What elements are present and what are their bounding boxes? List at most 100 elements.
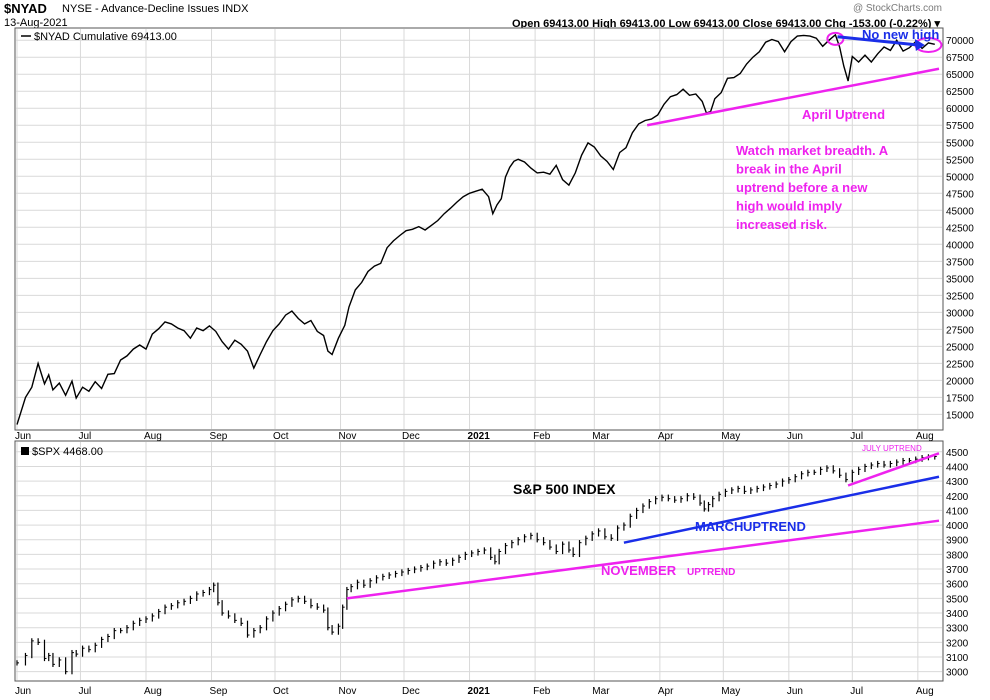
march-label: MARCH	[695, 519, 743, 534]
annotations: $NYAD Cumulative 69413.00 $SPX 4468.00 Apr…	[21, 27, 943, 600]
nyad-y-tick-label: 40000	[946, 240, 974, 251]
spx-y-tick-label: 3100	[946, 653, 969, 664]
x-tick-label: 2021	[468, 431, 491, 442]
x-tick-label: Oct	[273, 431, 289, 442]
spx-y-tick-label: 3900	[946, 536, 969, 547]
nyad-y-tick-label: 52500	[946, 155, 974, 166]
november-label: NOVEMBER	[601, 563, 677, 578]
no-new-high-arrowhead	[914, 38, 925, 51]
nyad-y-tick-label: 62500	[946, 87, 974, 98]
nyad-y-tick-label: 67500	[946, 53, 974, 64]
ohlc-readout: Open 69413.00 High 69413.00 Low 69413.00…	[511, 18, 940, 30]
nyad-y-tick-label: 30000	[946, 308, 974, 319]
april-uptrend-label: April Uptrend	[802, 107, 885, 122]
x-tick-label: Jun	[15, 686, 31, 697]
spx-plot	[16, 453, 937, 675]
nyad-y-tick-label: 70000	[946, 36, 974, 47]
x-tick-label: Nov	[339, 431, 357, 442]
breadth-note-line: increased risk.	[736, 217, 827, 232]
x-tick-label: Sep	[210, 431, 228, 442]
spx-y-tick-label: 3500	[946, 594, 969, 605]
breadth-note-line: high would imply	[736, 199, 843, 214]
nyad-legend: $NYAD Cumulative 69413.00	[34, 31, 177, 43]
nyad-y-tick-label: 57500	[946, 121, 974, 132]
nyad-y-tick-label: 37500	[946, 257, 974, 268]
x-tick-label: Jul	[850, 686, 863, 697]
symbol-title: $NYAD	[4, 1, 47, 16]
nyad-y-tick-label: 65000	[946, 70, 974, 81]
x-tick-label: Aug	[916, 686, 934, 697]
x-tick-label: Mar	[592, 431, 610, 442]
nyad-y-tick-label: 55000	[946, 138, 974, 149]
april-uptrend-line	[646, 67, 940, 127]
x-tick-label: Mar	[592, 686, 610, 697]
july-uptrend-label: JULY UPTREND	[862, 444, 922, 453]
x-tick-label: Jul	[850, 431, 863, 442]
nyad-gridlines	[16, 29, 942, 429]
march-uptrend-label: UPTREND	[743, 519, 806, 534]
spx-legend-swatch	[21, 447, 29, 455]
spx-panel-frame	[14, 440, 944, 682]
x-tick-label: Dec	[402, 686, 420, 697]
november-uptrend-line	[346, 519, 940, 600]
nyad-y-tick-label: 25000	[946, 342, 974, 353]
x-tick-label: 2021	[468, 686, 491, 697]
x-tick-label: Aug	[144, 686, 162, 697]
x-tick-label: Oct	[273, 686, 289, 697]
spx-y-tick-label: 3300	[946, 624, 969, 635]
spx-gridlines	[16, 442, 942, 680]
x-tick-label: Jun	[787, 431, 803, 442]
spx-y-tick-label: 3200	[946, 638, 969, 649]
nyad-y-tick-label: 20000	[946, 376, 974, 387]
watermark: @ StockCharts.com	[852, 3, 942, 14]
spx-y-tick-label: 4200	[946, 492, 969, 503]
spx-y-tick-label: 4100	[946, 506, 969, 517]
chart-header: $NYAD NYSE - Advance-Decline Issues INDX…	[0, 0, 990, 32]
nyad-series-line	[16, 33, 935, 425]
november-uptrend-label: UPTREND	[687, 567, 735, 578]
x-tick-label: Jul	[78, 686, 91, 697]
x-tick-label: Sep	[210, 686, 228, 697]
nyad-y-tick-label: 47500	[946, 189, 974, 200]
no-new-high-arrow-line	[837, 35, 919, 47]
x-tick-label: Aug	[916, 431, 934, 442]
spx-y-tick-label: 4400	[946, 462, 969, 473]
spx-y-tick-label: 4300	[946, 477, 969, 488]
july-uptrend-line	[847, 452, 940, 487]
no-new-high-label: No new high	[862, 27, 939, 42]
breadth-note-line: Watch market breadth. A	[736, 143, 889, 158]
spx-y-tick-label: 3700	[946, 565, 969, 576]
x-tick-label: Jun	[787, 686, 803, 697]
x-tick-label: Dec	[402, 431, 420, 442]
breadth-note-line: break in the April	[736, 162, 842, 177]
breadth-note-line: uptrend before a new	[736, 180, 868, 195]
x-tick-label: Feb	[533, 686, 551, 697]
spx-y-tick-label: 3600	[946, 580, 969, 591]
nyad-y-tick-label: 27500	[946, 325, 974, 336]
spx-y-tick-label: 3000	[946, 668, 969, 679]
x-tick-label: Jun	[15, 431, 31, 442]
spx-y-tick-label: 3400	[946, 609, 969, 620]
nyad-y-tick-label: 35000	[946, 274, 974, 285]
nyad-y-tick-label: 22500	[946, 359, 974, 370]
nyad-y-tick-label: 45000	[946, 206, 974, 217]
nyad-y-tick-label: 60000	[946, 104, 974, 115]
spx-y-tick-label: 4500	[946, 448, 969, 459]
march-uptrend-line	[623, 475, 940, 544]
nyad-y-tick-label: 50000	[946, 172, 974, 183]
spx-y-tick-label: 4000	[946, 521, 969, 532]
x-tick-label: Apr	[658, 431, 674, 442]
nyad-y-tick-label: 17500	[946, 393, 974, 404]
x-tick-label: Feb	[533, 431, 551, 442]
spx-y-tick-label: 3800	[946, 550, 969, 561]
spx-legend: $SPX 4468.00	[32, 446, 103, 458]
x-tick-label: May	[721, 431, 740, 442]
x-tick-label: Aug	[144, 431, 162, 442]
chart-date: 13-Aug-2021	[4, 17, 68, 29]
axes: 15000 17500 20000 22500 25000 27500 30000 32500…	[15, 36, 974, 697]
nyad-y-tick-label: 42500	[946, 223, 974, 234]
nyad-y-tick-label: 15000	[946, 410, 974, 421]
x-tick-label: Jul	[78, 431, 91, 442]
nyad-plot	[16, 33, 935, 425]
